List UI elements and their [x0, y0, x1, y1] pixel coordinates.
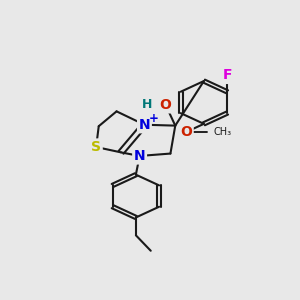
Text: CH₃: CH₃	[213, 127, 231, 137]
Text: O: O	[180, 125, 192, 139]
Text: H: H	[142, 98, 152, 111]
Text: N: N	[134, 149, 146, 163]
Text: N: N	[139, 118, 150, 132]
Text: O: O	[160, 98, 172, 112]
Text: +: +	[149, 112, 159, 125]
Text: F: F	[222, 68, 232, 83]
Text: S: S	[91, 140, 101, 154]
